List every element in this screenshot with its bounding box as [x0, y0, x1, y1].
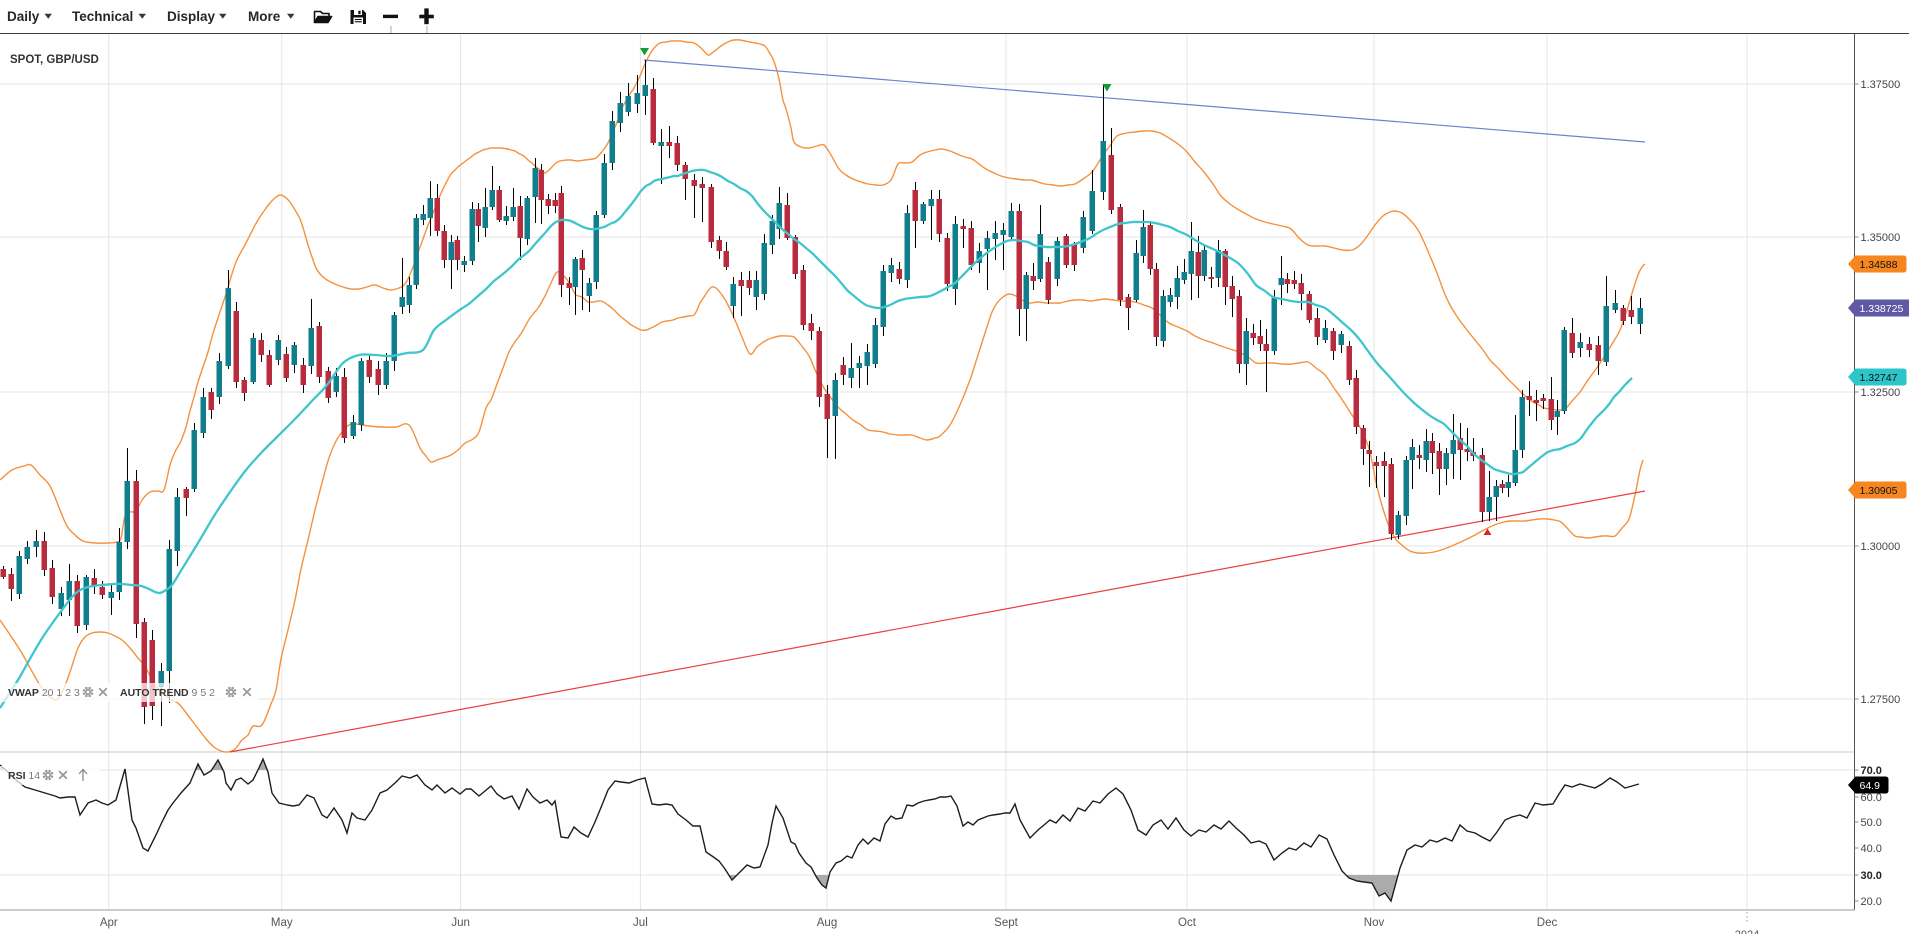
- svg-text:1.30000: 1.30000: [1861, 541, 1901, 553]
- svg-text:1.27500: 1.27500: [1861, 694, 1901, 706]
- svg-text:More: More: [248, 9, 281, 24]
- svg-text:Jun: Jun: [451, 917, 470, 929]
- svg-text:Aug: Aug: [817, 917, 837, 929]
- svg-text:40.0: 40.0: [1861, 843, 1882, 855]
- svg-text:Sept: Sept: [994, 917, 1018, 929]
- svg-text:2024: 2024: [1735, 929, 1759, 934]
- svg-text:1.32747: 1.32747: [1860, 372, 1898, 384]
- svg-text:Oct: Oct: [1178, 917, 1197, 929]
- svg-text:RSI 14: RSI 14: [8, 770, 40, 782]
- svg-text:1.34588: 1.34588: [1860, 259, 1898, 271]
- svg-text:30.0: 30.0: [1861, 870, 1882, 882]
- svg-text:1.37500: 1.37500: [1861, 79, 1901, 91]
- svg-text:1.35000: 1.35000: [1861, 232, 1901, 244]
- svg-text:64.9: 64.9: [1860, 780, 1881, 792]
- svg-text:70.0: 70.0: [1861, 765, 1882, 777]
- svg-text:Dec: Dec: [1537, 917, 1558, 929]
- svg-text:1.32500: 1.32500: [1861, 387, 1901, 399]
- svg-text:60.0: 60.0: [1861, 792, 1882, 804]
- svg-text:Jul: Jul: [633, 917, 648, 929]
- svg-text:Daily: Daily: [7, 9, 40, 24]
- svg-text:SPOT, GBP/USD: SPOT, GBP/USD: [10, 54, 99, 66]
- svg-text:1.30905: 1.30905: [1860, 485, 1898, 497]
- svg-text:Display: Display: [167, 9, 216, 24]
- svg-text:AUTO TREND 9 5 2: AUTO TREND 9 5 2: [120, 687, 215, 699]
- svg-text:Nov: Nov: [1364, 917, 1385, 929]
- svg-text:Apr: Apr: [100, 917, 118, 929]
- svg-text:20.0: 20.0: [1861, 896, 1882, 908]
- svg-text:50.0: 50.0: [1861, 817, 1882, 829]
- svg-text:May: May: [271, 917, 293, 929]
- svg-text:VWAP 20 1 2 3: VWAP 20 1 2 3: [8, 687, 80, 699]
- svg-text:1.338725: 1.338725: [1860, 303, 1904, 315]
- svg-text:Technical: Technical: [72, 9, 133, 24]
